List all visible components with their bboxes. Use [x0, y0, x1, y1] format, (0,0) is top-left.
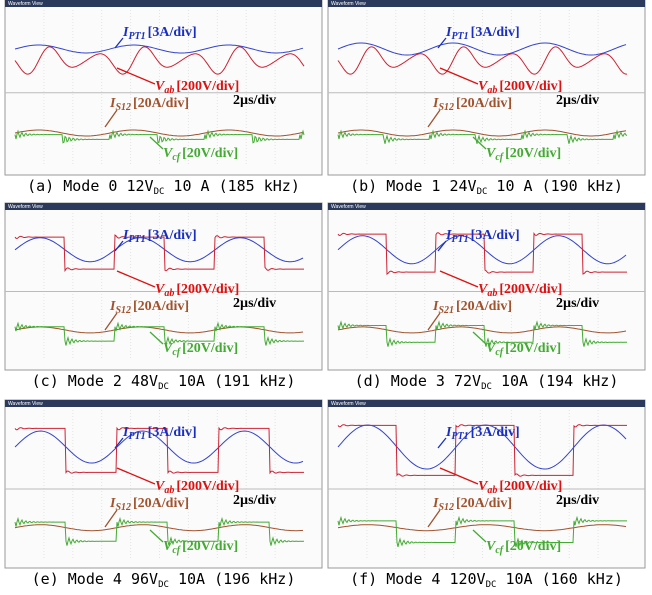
scale: [3A/div] [471, 425, 520, 440]
screen-header: Waveform View [8, 401, 43, 407]
subscript: PT1 [451, 431, 468, 442]
caption-sub: DC [486, 580, 497, 590]
header-bar [5, 203, 322, 210]
scale: [20V/div] [505, 341, 561, 356]
screen-header: Waveform View [331, 401, 366, 407]
screen-header: Waveform View [8, 204, 43, 210]
caption: (c) Mode 2 48VDC 10A (191 kHz) [32, 372, 296, 392]
caption: (a) Mode 0 12VDC 10 A (185 kHz) [27, 177, 300, 197]
subscript: S21 [438, 305, 454, 316]
subscript: PT1 [451, 31, 468, 42]
scale: [20A/div] [456, 299, 512, 314]
caption: (f) Mode 4 120VDC 10A (160 kHz) [350, 570, 623, 590]
caption: (b) Mode 1 24VDC 10 A (190 kHz) [350, 177, 623, 197]
caption-text: (a) Mode 0 12V [27, 177, 153, 195]
header-bar [328, 0, 645, 7]
subscript: S12 [115, 502, 131, 513]
subscript: S12 [438, 502, 454, 513]
header-bar [328, 203, 645, 210]
scale: [20A/div] [456, 496, 512, 511]
caption-text: (b) Mode 1 24V [350, 177, 476, 195]
time-scale: 2µs/div [233, 93, 276, 108]
scale: [3A/div] [471, 228, 520, 243]
caption: (d) Mode 3 72VDC 10A (194 kHz) [355, 372, 619, 392]
scale: [20V/div] [505, 146, 561, 161]
caption-text: (d) Mode 3 72V [355, 372, 481, 390]
scale: [200V/div] [176, 479, 239, 494]
caption-text: 10A (194 kHz) [492, 372, 618, 390]
caption-sub: DC [477, 187, 488, 197]
subscript: ab [487, 485, 497, 496]
scale: [3A/div] [148, 25, 197, 40]
scale: [20A/div] [133, 96, 189, 111]
subscript: ab [487, 288, 497, 299]
time-scale: 2µs/div [556, 296, 599, 311]
scale: [200V/div] [499, 282, 562, 297]
scale: [200V/div] [499, 79, 562, 94]
subscript: PT1 [451, 234, 468, 245]
scale: [20A/div] [133, 299, 189, 314]
caption-text: 10A (196 kHz) [169, 570, 295, 588]
subscript: PT1 [128, 431, 145, 442]
figure: Waveform ViewIPT1[3A/div]Vab[200V/div]2µ… [0, 0, 652, 595]
caption-text: (f) Mode 4 120V [350, 570, 485, 588]
screen-header: Waveform View [331, 1, 366, 7]
caption-text: 10 A (185 kHz) [164, 177, 299, 195]
caption-text: (e) Mode 4 96V [32, 570, 158, 588]
caption-text: (c) Mode 2 48V [32, 372, 158, 390]
subscript: ab [164, 85, 174, 96]
scale: [200V/div] [176, 282, 239, 297]
subscript: ab [487, 85, 497, 96]
time-scale: 2µs/div [233, 296, 276, 311]
scale: [20A/div] [133, 496, 189, 511]
subscript: ab [164, 485, 174, 496]
scale: [200V/div] [499, 479, 562, 494]
scale: [200V/div] [176, 79, 239, 94]
subscript: PT1 [128, 234, 145, 245]
scale: [3A/div] [148, 425, 197, 440]
subscript: PT1 [128, 31, 145, 42]
header-bar [5, 400, 322, 407]
scale: [20V/div] [182, 539, 238, 554]
time-scale: 2µs/div [233, 493, 276, 508]
subscript: S12 [115, 102, 131, 113]
scale: [3A/div] [471, 25, 520, 40]
screen-header: Waveform View [8, 1, 43, 7]
scale: [20V/div] [182, 341, 238, 356]
scale: [3A/div] [148, 228, 197, 243]
caption-text: 10A (191 kHz) [169, 372, 295, 390]
scale: [20V/div] [505, 539, 561, 554]
screen-header: Waveform View [331, 204, 366, 210]
caption-sub: DC [158, 382, 169, 392]
caption-text: 10A (160 kHz) [496, 570, 622, 588]
scale: [20V/div] [182, 146, 238, 161]
caption-sub: DC [154, 187, 165, 197]
caption-sub: DC [481, 382, 492, 392]
time-scale: 2µs/div [556, 93, 599, 108]
caption-sub: DC [158, 580, 169, 590]
caption-text: 10 A (190 kHz) [487, 177, 622, 195]
caption: (e) Mode 4 96VDC 10A (196 kHz) [32, 570, 296, 590]
subscript: S12 [438, 102, 454, 113]
subscript: ab [164, 288, 174, 299]
subscript: S12 [115, 305, 131, 316]
scale: [20A/div] [456, 96, 512, 111]
time-scale: 2µs/div [556, 493, 599, 508]
header-bar [328, 400, 645, 407]
header-bar [5, 0, 322, 7]
